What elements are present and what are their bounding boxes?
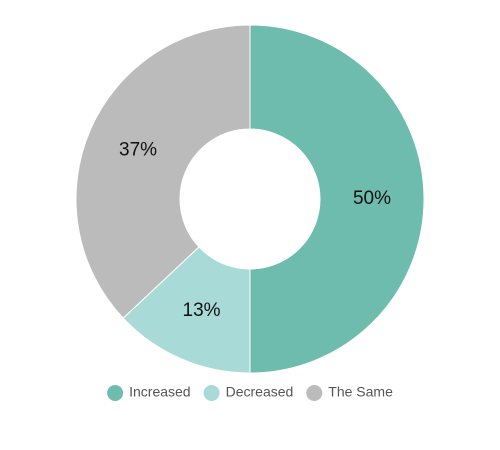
legend-label: Decreased	[226, 384, 294, 400]
value-label: 50%	[353, 188, 391, 209]
slice	[75, 24, 251, 319]
legend-swatch	[107, 385, 124, 401]
legend: Increased Decreased The Same	[107, 384, 393, 401]
slice	[249, 24, 425, 374]
value-label: 37%	[119, 140, 157, 161]
legend-swatch	[203, 385, 220, 401]
value-label: 13%	[183, 300, 221, 321]
legend-label: Increased	[129, 384, 190, 400]
legend-label: The Same	[328, 384, 393, 400]
legend-swatch	[306, 385, 323, 401]
